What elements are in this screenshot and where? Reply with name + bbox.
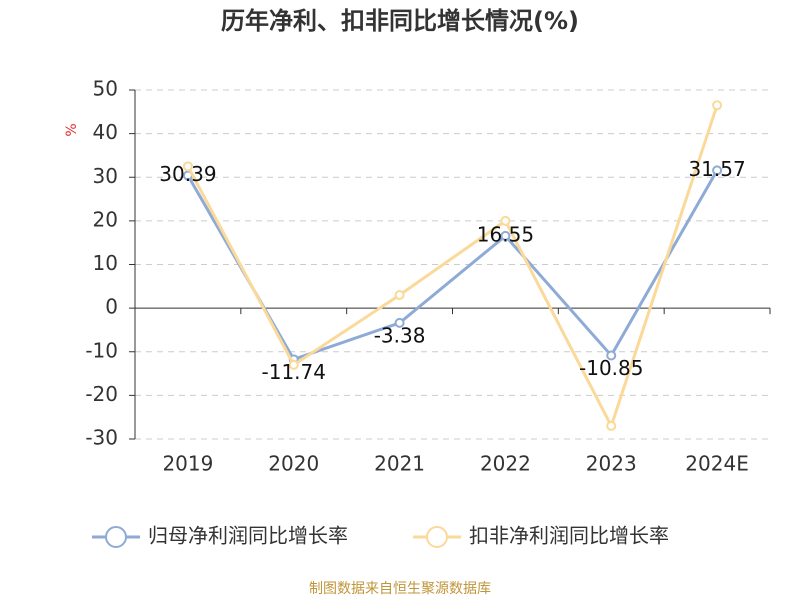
y-tick-label: 50 [93,77,118,101]
chart-title: 历年净利、扣非同比增长情况(%) [221,7,579,35]
data-label: 31.57 [688,157,745,181]
data-label: 30.39 [159,162,216,186]
data-point [288,359,299,370]
x-tick-label: 2023 [586,452,637,476]
data-label: -11.74 [262,360,326,384]
legend-marker [105,526,127,548]
legend-item: 归母净利润同比增长率 [92,524,348,548]
data-label: 16.55 [477,222,534,246]
y-tick-label: -10 [85,338,118,362]
data-label: -3.38 [374,323,426,347]
y-tick-label: 10 [93,251,118,275]
y-axis-label: % [64,123,80,136]
series-line [186,104,719,430]
y-tick-label: 0 [105,295,118,319]
x-tick-label: 2021 [374,452,425,476]
data-point [182,161,193,172]
data-point [500,215,511,226]
data-point [712,100,723,111]
y-tick-label: 20 [93,207,118,231]
data-point [712,165,723,176]
x-tick-label: 2019 [162,452,213,476]
y-tick-label: -30 [85,426,118,450]
source-note: 制图数据来自恒生聚源数据库 [309,581,491,597]
data-point [606,350,617,361]
y-tick-label: 40 [93,120,118,144]
x-tick-label: 2022 [480,452,531,476]
legend-label: 扣非净利润同比增长率 [469,524,669,548]
data-point [500,230,511,241]
legend-marker [426,526,448,548]
data-label: -10.85 [579,356,643,380]
legend-item: 扣非净利润同比增长率 [413,524,669,548]
data-point [606,420,617,431]
x-tick-label: 2024E [685,452,749,476]
y-tick-label: -20 [85,382,118,406]
legend-label: 归母净利润同比增长率 [148,524,348,548]
y-tick-label: 30 [93,164,118,188]
x-tick-label: 2020 [268,452,319,476]
data-point [394,317,405,328]
data-point [394,290,405,301]
